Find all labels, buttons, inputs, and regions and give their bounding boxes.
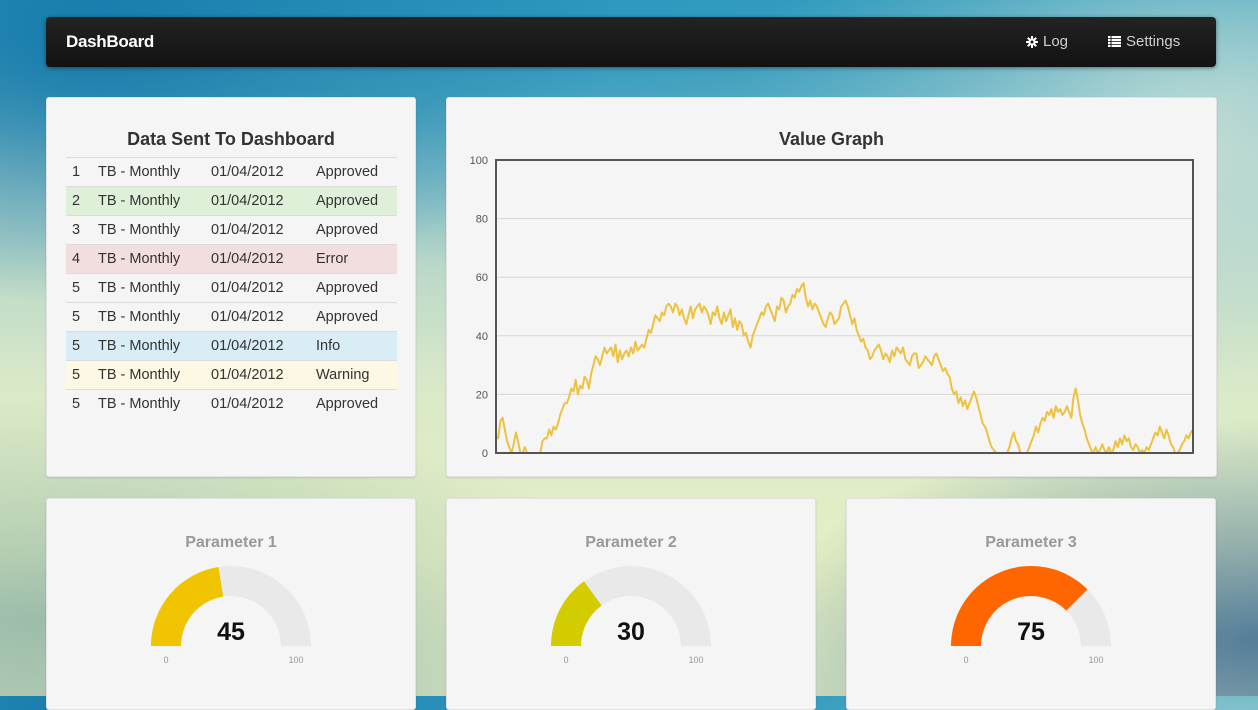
gauge-panel-3: Parameter 3 75 0 100 bbox=[846, 498, 1216, 710]
row-name: TB - Monthly bbox=[98, 244, 211, 274]
series-line bbox=[495, 282, 1194, 454]
row-name: TB - Monthly bbox=[98, 273, 211, 303]
gauge-2: 30 0 100 bbox=[551, 566, 711, 665]
row-date: 01/04/2012 bbox=[211, 302, 316, 332]
nav-settings-link[interactable]: Settings bbox=[1108, 33, 1180, 50]
y-tick-label: 40 bbox=[476, 331, 488, 343]
row-number: 5 bbox=[66, 360, 98, 390]
row-status: Warning bbox=[316, 360, 397, 390]
nav-log-link[interactable]: Log bbox=[1026, 33, 1068, 50]
gauge-title-3: Parameter 3 bbox=[985, 534, 1077, 551]
row-number: 2 bbox=[66, 186, 98, 216]
navbar: DashBoard Log bbox=[46, 17, 1216, 67]
table-row: 5 TB - Monthly 01/04/2012 Approved bbox=[66, 389, 397, 418]
row-status: Approved bbox=[316, 302, 397, 332]
gauge-value: 75 bbox=[1017, 618, 1045, 646]
y-tick-label: 60 bbox=[476, 272, 488, 284]
table-panel-title: Data Sent To Dashboard bbox=[127, 129, 335, 149]
row-name: TB - Monthly bbox=[98, 302, 211, 332]
gauge-max-label: 100 bbox=[688, 655, 703, 665]
row-date: 01/04/2012 bbox=[211, 157, 316, 187]
gauge-value: 30 bbox=[617, 618, 645, 646]
data-table-panel: Data Sent To Dashboard 1 TB - Monthly 01/0… bbox=[46, 97, 416, 477]
brand-link[interactable]: DashBoard bbox=[66, 32, 154, 51]
table-row: 5 TB - Monthly 01/04/2012 Approved bbox=[66, 302, 397, 332]
table-row: 3 TB - Monthly 01/04/2012 Approved bbox=[66, 215, 397, 245]
row-number: 5 bbox=[66, 273, 98, 303]
row-status: Approved bbox=[316, 215, 397, 245]
gauge-min-label: 0 bbox=[163, 655, 168, 665]
row-number: 1 bbox=[66, 157, 98, 187]
row-status: Approved bbox=[316, 157, 397, 187]
table-row: 5 TB - Monthly 01/04/2012 Approved bbox=[66, 273, 397, 303]
table-row: 5 TB - Monthly 01/04/2012 Info bbox=[66, 331, 397, 361]
row-name: TB - Monthly bbox=[98, 360, 211, 390]
gauge-title-1: Parameter 1 bbox=[185, 534, 277, 551]
gauge-max-label: 100 bbox=[1088, 655, 1103, 665]
gauge-min-label: 0 bbox=[563, 655, 568, 665]
table-row: 1 TB - Monthly 01/04/2012 Approved bbox=[66, 157, 397, 187]
row-number: 3 bbox=[66, 215, 98, 245]
row-name: TB - Monthly bbox=[98, 215, 211, 245]
gauge-panel-2: Parameter 2 30 0 100 bbox=[446, 498, 816, 710]
row-status: Approved bbox=[316, 186, 397, 216]
plot-frame bbox=[495, 159, 1194, 454]
row-name: TB - Monthly bbox=[98, 331, 211, 361]
gauge-min-label: 0 bbox=[963, 655, 968, 665]
gauge-value: 45 bbox=[217, 618, 245, 646]
row-date: 01/04/2012 bbox=[211, 186, 316, 216]
gauge-track bbox=[551, 566, 711, 646]
gauge-fill bbox=[951, 565, 1088, 646]
row-number: 4 bbox=[66, 244, 98, 274]
graph-panel-title: Value Graph bbox=[778, 129, 885, 149]
nav-log-label: Log bbox=[1043, 33, 1069, 50]
gauge-1: 45 0 100 bbox=[151, 566, 311, 665]
gauge-title-2: Parameter 2 bbox=[585, 534, 677, 551]
gauge-panel-1: Parameter 1 45 0 100 bbox=[46, 498, 416, 710]
table-row: 4 TB - Monthly 01/04/2012 Error bbox=[66, 244, 397, 274]
y-tick-label: 80 bbox=[476, 214, 488, 226]
row-number: 5 bbox=[66, 331, 98, 361]
row-date: 01/04/2012 bbox=[211, 273, 316, 303]
row-date: 01/04/2012 bbox=[211, 244, 316, 274]
gear-icon bbox=[1026, 35, 1038, 48]
gauge-fill bbox=[151, 566, 224, 646]
y-tick-label: 0 bbox=[482, 448, 488, 460]
table-row: 5 TB - Monthly 01/04/2012 Warning bbox=[66, 360, 397, 390]
row-date: 01/04/2012 bbox=[211, 360, 316, 390]
nav-settings-label: Settings bbox=[1126, 33, 1181, 50]
gauge-3: 75 0 100 bbox=[951, 565, 1111, 665]
row-date: 01/04/2012 bbox=[211, 331, 316, 361]
value-graph: 0 20 40 60 80 100 bbox=[470, 155, 1194, 460]
y-tick-label: 100 bbox=[470, 155, 488, 167]
row-date: 01/04/2012 bbox=[211, 215, 316, 245]
row-name: TB - Monthly bbox=[98, 157, 211, 187]
table-row: 2 TB - Monthly 01/04/2012 Approved bbox=[66, 186, 397, 216]
row-date: 01/04/2012 bbox=[211, 389, 316, 418]
row-number: 5 bbox=[66, 389, 98, 418]
y-tick-label: 20 bbox=[476, 389, 488, 401]
data-table: 1 TB - Monthly 01/04/2012 Approved 2 TB - Mon… bbox=[66, 157, 397, 418]
row-status: Info bbox=[316, 331, 397, 361]
row-status: Error bbox=[316, 244, 397, 274]
row-status: Approved bbox=[316, 273, 397, 303]
value-graph-panel: Value Graph 0 20 40 60 80 100 bbox=[446, 97, 1217, 477]
gauge-fill bbox=[551, 581, 602, 646]
row-name: TB - Monthly bbox=[98, 389, 211, 418]
row-status: Approved bbox=[316, 389, 397, 418]
row-name: TB - Monthly bbox=[98, 186, 211, 216]
row-number: 5 bbox=[66, 302, 98, 332]
list-icon bbox=[1108, 36, 1121, 47]
gauge-max-label: 100 bbox=[288, 655, 303, 665]
